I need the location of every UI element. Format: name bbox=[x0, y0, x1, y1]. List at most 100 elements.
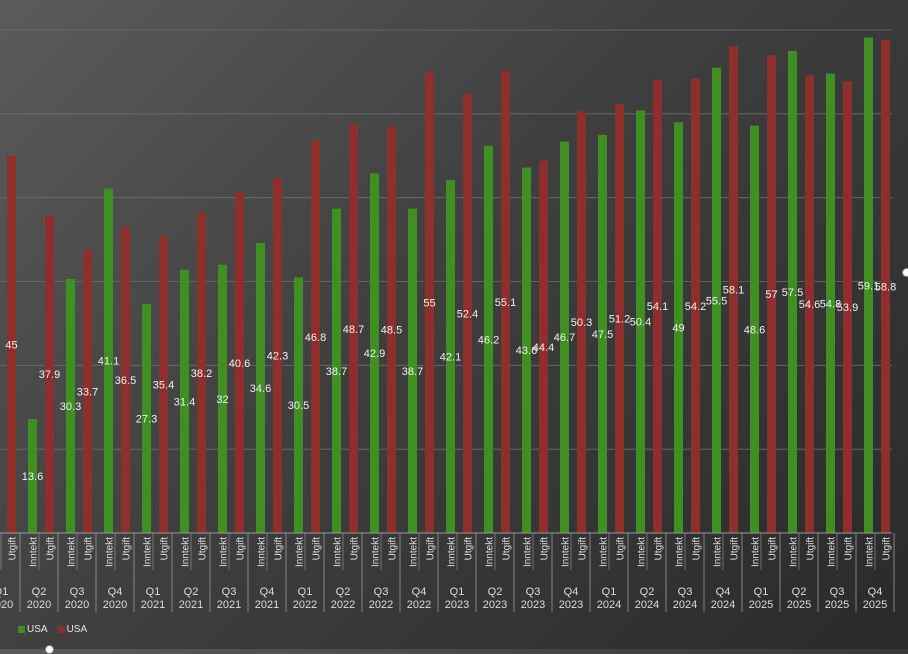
bars bbox=[7, 37, 890, 534]
year-tick-label: 2024 bbox=[673, 599, 697, 611]
sub-tick-label: Utgift bbox=[84, 537, 95, 561]
sub-tick-label: Inntekt bbox=[447, 537, 458, 567]
year-tick-label: 2025 bbox=[749, 599, 773, 611]
quarter-tick-label: Q1 bbox=[146, 586, 161, 598]
year-tick-label: 2024 bbox=[597, 599, 621, 611]
bar-utgift[interactable] bbox=[7, 155, 16, 533]
year-tick-label: 2022 bbox=[331, 599, 355, 611]
bar-utgift[interactable] bbox=[349, 124, 358, 534]
bar-inntekt[interactable] bbox=[788, 50, 797, 533]
bar-utgift[interactable] bbox=[501, 71, 510, 533]
data-label: 27.3 bbox=[136, 414, 157, 426]
bar-inntekt[interactable] bbox=[446, 180, 455, 534]
sub-tick-label: Utgift bbox=[806, 537, 817, 561]
quarter-tick-label: Q4 bbox=[108, 586, 123, 598]
bar-inntekt[interactable] bbox=[294, 277, 303, 533]
bar-inntekt[interactable] bbox=[408, 208, 417, 533]
sub-tick-label: Utgift bbox=[844, 537, 855, 561]
bar-utgift[interactable] bbox=[311, 140, 320, 533]
quarter-tick-label: Q2 bbox=[336, 586, 351, 598]
sub-tick-label: Utgift bbox=[122, 537, 133, 561]
bar-inntekt[interactable] bbox=[750, 125, 759, 533]
bar-inntekt[interactable] bbox=[218, 264, 227, 533]
sub-tick-label: Inntekt bbox=[827, 537, 838, 567]
data-label: 38.7 bbox=[326, 366, 347, 378]
sub-tick-label: Inntekt bbox=[0, 537, 2, 567]
data-label: 57 bbox=[765, 289, 777, 301]
year-tick-label: 2024 bbox=[711, 599, 735, 611]
bar-utgift[interactable] bbox=[387, 126, 396, 534]
bar-inntekt[interactable] bbox=[864, 37, 873, 534]
bar-utgift[interactable] bbox=[577, 111, 586, 534]
bar-inntekt[interactable] bbox=[674, 122, 683, 533]
sub-tick-label: Utgift bbox=[236, 537, 247, 561]
bar-utgift[interactable] bbox=[121, 227, 130, 533]
quarter-tick-label: Q1 bbox=[0, 586, 8, 598]
bar-utgift[interactable] bbox=[273, 178, 282, 533]
bar-utgift[interactable] bbox=[197, 212, 206, 534]
bar-inntekt[interactable] bbox=[826, 73, 835, 534]
bar-inntekt[interactable] bbox=[560, 141, 569, 533]
bar-utgift[interactable] bbox=[45, 215, 54, 533]
sub-tick-label: Inntekt bbox=[713, 537, 724, 567]
resize-handle-bottom[interactable] bbox=[45, 645, 54, 654]
sub-tick-label: Utgift bbox=[578, 537, 589, 561]
bar-inntekt[interactable] bbox=[636, 110, 645, 533]
sub-tick-label: Utgift bbox=[768, 537, 779, 561]
bar-utgift[interactable] bbox=[653, 79, 662, 533]
year-tick-label: 2021 bbox=[217, 599, 241, 611]
bar-utgift[interactable] bbox=[767, 55, 776, 534]
legend-label: USA bbox=[66, 624, 88, 635]
quarter-tick-label: Q2 bbox=[184, 586, 199, 598]
sub-tick-label: Inntekt bbox=[561, 537, 572, 567]
bar-utgift[interactable] bbox=[691, 78, 700, 533]
bar-utgift[interactable] bbox=[843, 81, 852, 533]
bar-inntekt[interactable] bbox=[66, 278, 75, 533]
bar-inntekt[interactable] bbox=[522, 167, 531, 533]
year-tick-label: 2023 bbox=[559, 599, 583, 611]
quarter-tick-label: Q3 bbox=[222, 586, 237, 598]
sub-tick-label: Inntekt bbox=[257, 537, 268, 567]
bar-utgift[interactable] bbox=[235, 192, 244, 534]
data-label: 48.6 bbox=[744, 324, 765, 336]
bar-inntekt[interactable] bbox=[180, 269, 189, 533]
bar-utgift[interactable] bbox=[539, 160, 548, 533]
data-label: 41.1 bbox=[98, 356, 119, 368]
bar-inntekt[interactable] bbox=[484, 145, 493, 533]
data-label: 53.9 bbox=[837, 302, 858, 314]
bar-utgift[interactable] bbox=[83, 250, 92, 533]
year-tick-label: 2020 bbox=[27, 599, 51, 611]
year-tick-label: 2022 bbox=[293, 599, 317, 611]
legend-item-series-2[interactable]: USA bbox=[57, 624, 88, 635]
bar-inntekt[interactable] bbox=[142, 304, 151, 533]
sub-tick-label: Utgift bbox=[502, 537, 513, 561]
bar-inntekt[interactable] bbox=[332, 208, 341, 533]
data-label: 36.5 bbox=[115, 375, 136, 387]
sub-tick-label: Inntekt bbox=[751, 537, 762, 567]
bar-utgift[interactable] bbox=[615, 103, 624, 534]
bar-utgift[interactable] bbox=[881, 40, 890, 534]
bar-inntekt[interactable] bbox=[370, 173, 379, 534]
bar-inntekt[interactable] bbox=[104, 188, 113, 533]
bar-utgift[interactable] bbox=[729, 45, 738, 533]
legend-label: USA bbox=[27, 624, 48, 635]
bar-utgift[interactable] bbox=[805, 75, 814, 534]
bar-utgift[interactable] bbox=[463, 93, 472, 534]
bar-inntekt[interactable] bbox=[256, 242, 265, 534]
resize-handle-right[interactable] bbox=[902, 268, 908, 277]
sub-tick-label: Utgift bbox=[730, 537, 741, 561]
bar-utgift[interactable] bbox=[159, 236, 168, 534]
bar-utgift[interactable] bbox=[425, 71, 434, 534]
bar-inntekt[interactable] bbox=[28, 418, 37, 533]
sub-tick-label: Inntekt bbox=[219, 537, 230, 567]
legend-item-series-1[interactable]: USA bbox=[18, 624, 48, 635]
year-tick-label: 2021 bbox=[141, 599, 165, 611]
year-tick-label: 2025 bbox=[825, 599, 849, 611]
bar-inntekt[interactable] bbox=[712, 67, 721, 533]
sub-tick-label: Inntekt bbox=[675, 537, 686, 567]
bar-inntekt[interactable] bbox=[598, 134, 607, 533]
data-label: 54.1 bbox=[647, 301, 668, 313]
sub-tick-label: Utgift bbox=[692, 537, 703, 561]
quarter-tick-label: Q3 bbox=[526, 586, 541, 598]
